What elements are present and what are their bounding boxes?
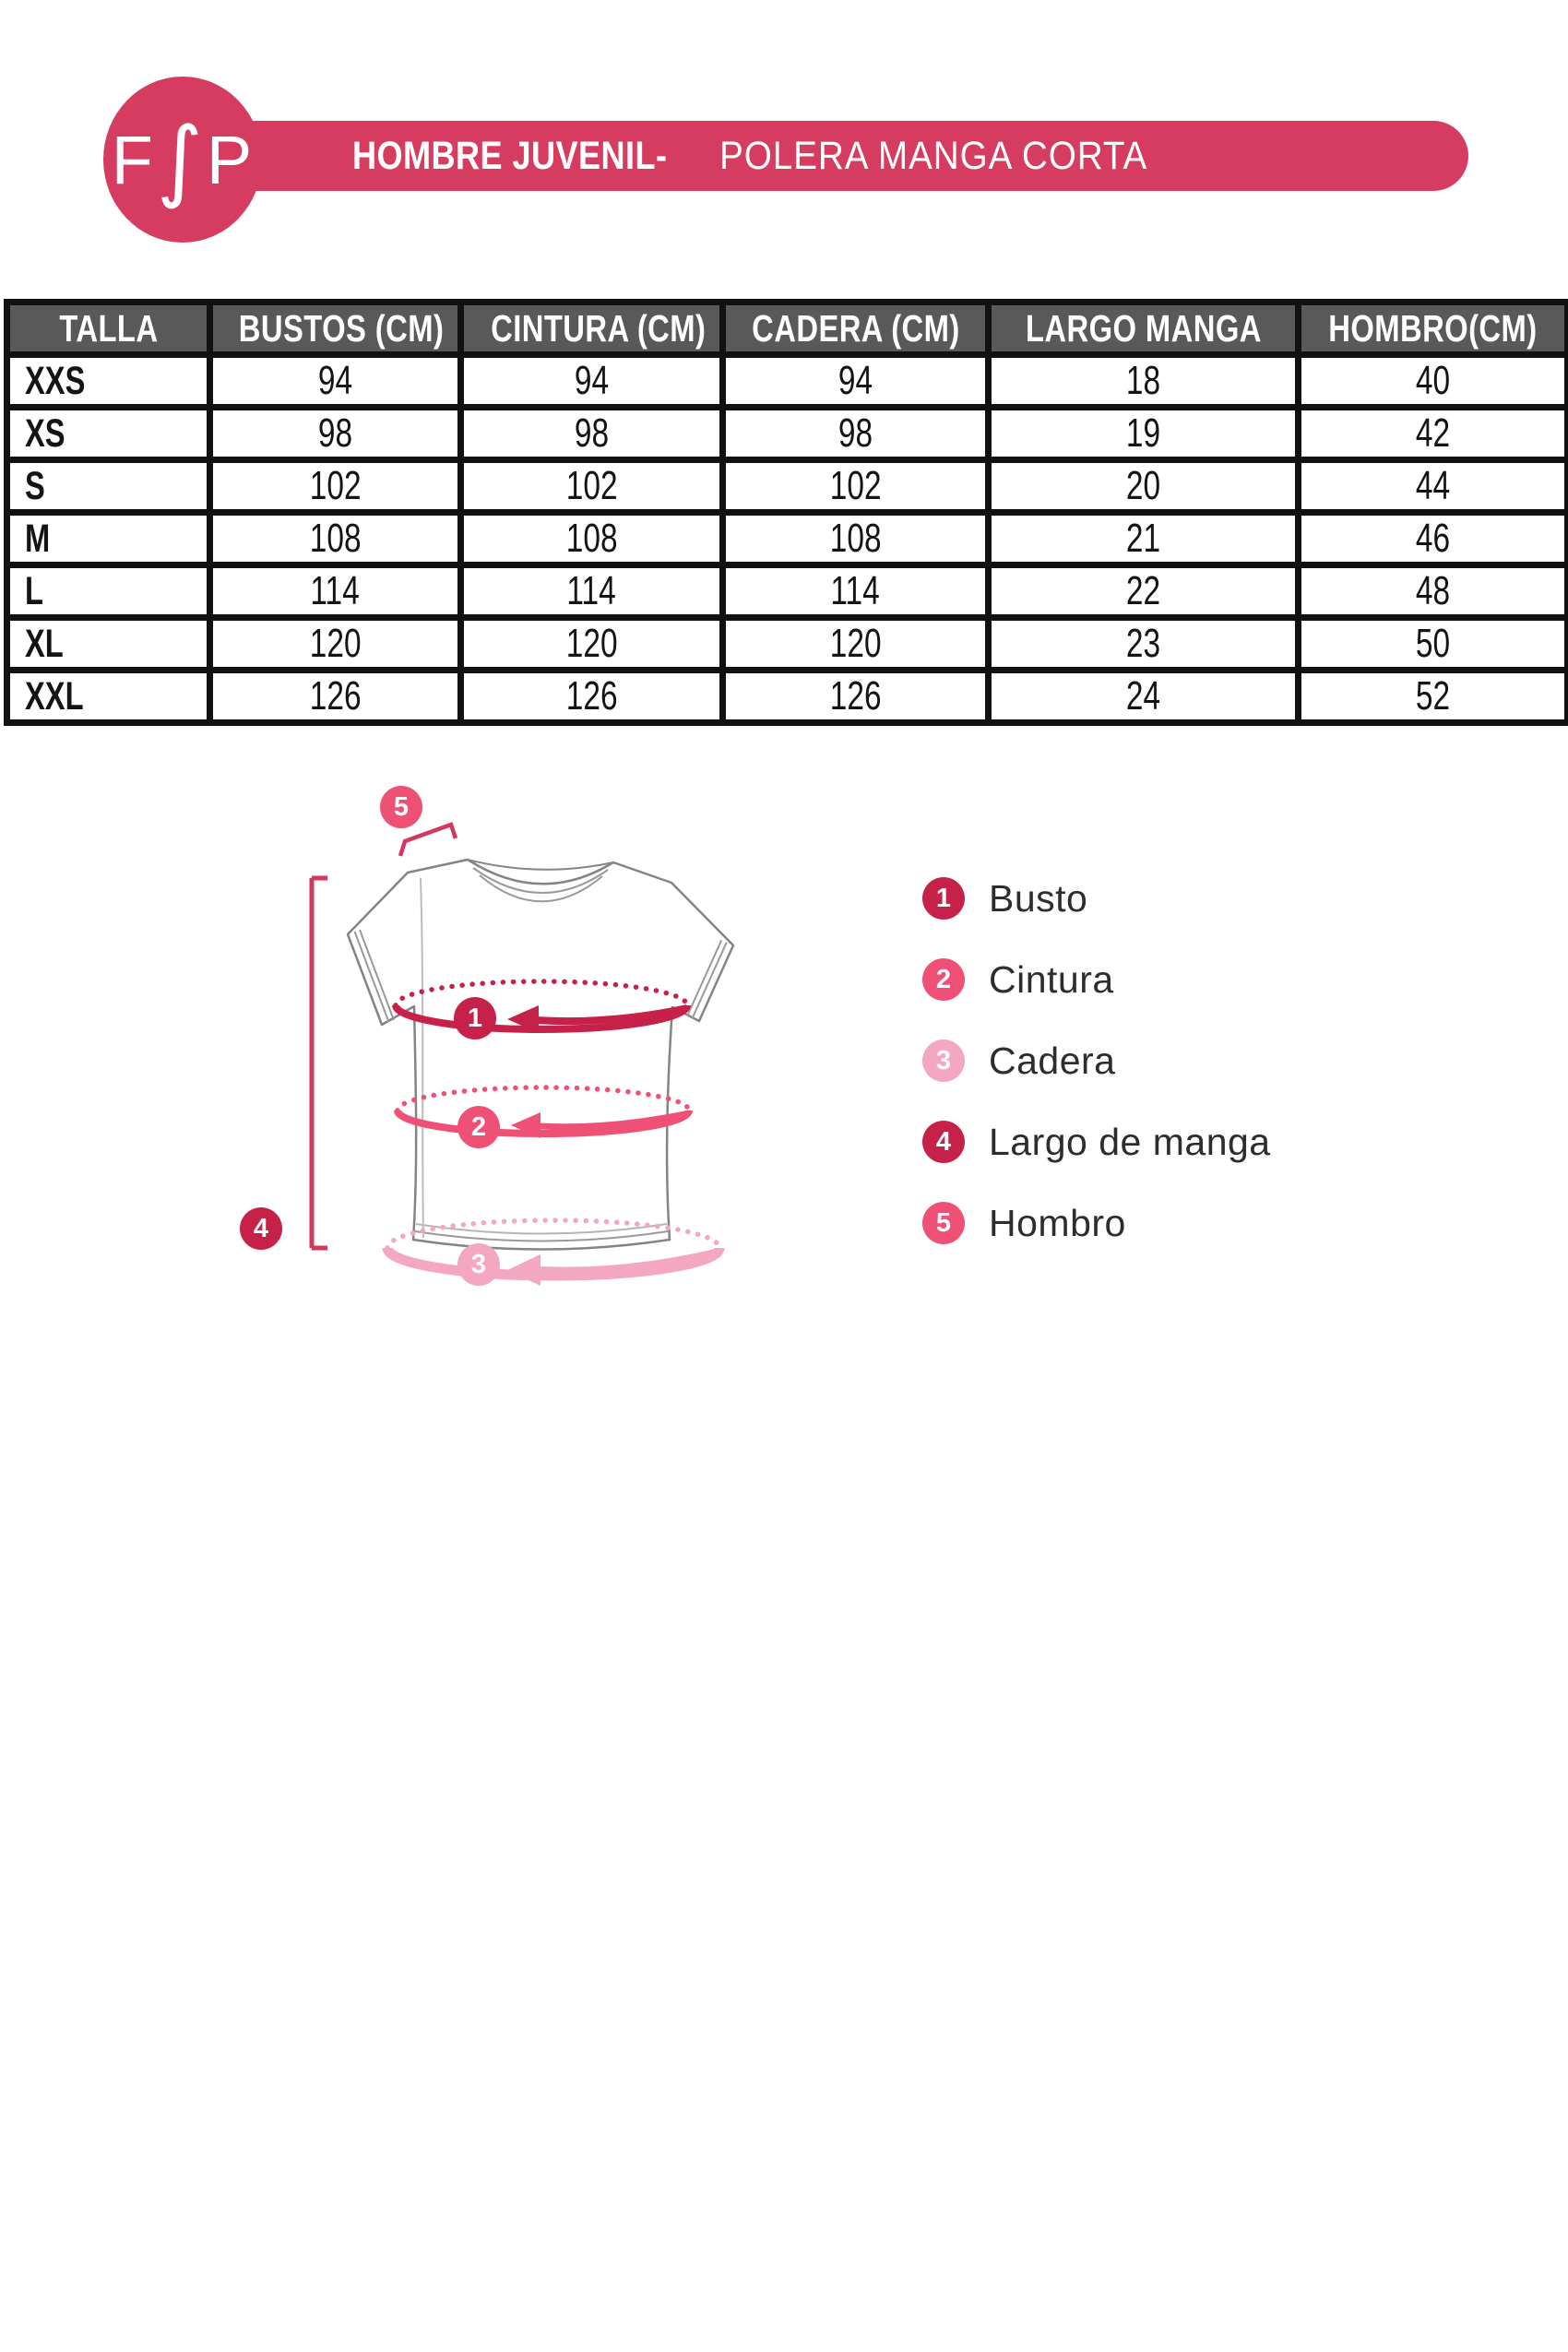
table-cell: 94 (719, 351, 992, 410)
table-cell: 94 (207, 351, 464, 410)
size-label-cell: S (4, 457, 213, 516)
column-header-largo-manga: LARGO MANGA (985, 299, 1301, 358)
table-cell: 24 (985, 667, 1301, 726)
table-cell: 98 (457, 404, 726, 463)
legend-item-busto: 1 Busto (922, 877, 1271, 920)
title-banner: HOMBRE JUVENIL- POLERA MANGA CORTA (184, 121, 1468, 191)
measurement-legend: 1 Busto 2 Cintura 3 Cadera 4 Largo de ma… (922, 877, 1271, 1244)
brand-logo: F ∫ P (103, 77, 262, 243)
table-cell: 114 (207, 562, 464, 621)
column-header-hombro: HOMBRO(CM) (1295, 299, 1568, 358)
tshirt-measurement-diagram: 1 2 3 4 5 (231, 738, 830, 1337)
table-row: S 102 102 102 20 44 (4, 457, 1568, 516)
table-cell: 23 (985, 614, 1301, 673)
table-cell: 114 (457, 562, 726, 621)
diagram-badge-shoulder: 5 (380, 786, 422, 828)
legend-label: Cadera (989, 1039, 1116, 1082)
table-cell: 40 (1295, 351, 1568, 410)
table-cell: 102 (207, 457, 464, 516)
table-row: XXL 126 126 126 24 52 (4, 667, 1568, 726)
table-cell: 108 (207, 509, 464, 568)
table-cell: 22 (985, 562, 1301, 621)
legend-label: Busto (989, 876, 1088, 920)
table-cell: 52 (1295, 667, 1568, 726)
table-header-row: TALLA BUSTOS (CM) CINTURA (CM) CADERA (C… (4, 299, 1568, 358)
legend-item-hombro: 5 Hombro (922, 1202, 1271, 1244)
waist-measure-ellipse (394, 1085, 693, 1138)
legend-label: Cintura (989, 957, 1114, 1001)
table-cell: 94 (457, 351, 726, 410)
diagram-badge-length: 4 (240, 1207, 282, 1250)
table-cell: 44 (1295, 457, 1568, 516)
table-row: XL 120 120 120 23 50 (4, 614, 1568, 673)
size-table: TALLA BUSTOS (CM) CINTURA (CM) CADERA (C… (4, 299, 1568, 726)
table-cell: 120 (719, 614, 992, 673)
page-title-category: HOMBRE JUVENIL- (352, 133, 668, 178)
hip-measure-ellipse (382, 1218, 725, 1286)
table-cell: 102 (457, 457, 726, 516)
size-label-cell: L (4, 562, 213, 621)
table-cell: 126 (207, 667, 464, 726)
table-cell: 48 (1295, 562, 1568, 621)
table-cell: 42 (1295, 404, 1568, 463)
legend-badge: 3 (922, 1039, 965, 1082)
legend-badge: 1 (922, 877, 965, 920)
legend-label: Hombro (989, 1201, 1126, 1244)
table-row: XXS 94 94 94 18 40 (4, 351, 1568, 410)
table-cell: 120 (457, 614, 726, 673)
bust-measure-ellipse (392, 979, 691, 1033)
table-cell: 120 (207, 614, 464, 673)
table-cell: 126 (457, 667, 726, 726)
table-cell: 108 (719, 509, 992, 568)
column-header-talla: TALLA (4, 299, 213, 358)
size-label-cell: XXL (4, 667, 213, 726)
legend-badge: 4 (922, 1121, 965, 1163)
legend-item-cintura: 2 Cintura (922, 958, 1271, 1001)
table-cell: 98 (719, 404, 992, 463)
legend-item-cadera: 3 Cadera (922, 1039, 1271, 1082)
table-cell: 20 (985, 457, 1301, 516)
column-header-cadera: CADERA (CM) (719, 299, 992, 358)
logo-integral-glyph: ∫ (156, 108, 205, 211)
brand-logo-text: F ∫ P (111, 108, 255, 211)
size-label-cell: XS (4, 404, 213, 463)
column-header-bustos: BUSTOS (CM) (207, 299, 464, 358)
tshirt-illustration (309, 822, 735, 1286)
table-row: L 114 114 114 22 48 (4, 562, 1568, 621)
shoulder-measure-bracket (398, 822, 458, 857)
diagram-badge-waist: 2 (457, 1106, 500, 1148)
table-cell: 21 (985, 509, 1301, 568)
table-cell: 46 (1295, 509, 1568, 568)
table-cell: 102 (719, 457, 992, 516)
table-cell: 50 (1295, 614, 1568, 673)
table-row: M 108 108 108 21 46 (4, 509, 1568, 568)
table-cell: 114 (719, 562, 992, 621)
table-row: XS 98 98 98 19 42 (4, 404, 1568, 463)
table-cell: 108 (457, 509, 726, 568)
size-label-cell: XXS (4, 351, 213, 410)
legend-item-largo-manga: 4 Largo de manga (922, 1121, 1271, 1163)
table-cell: 18 (985, 351, 1301, 410)
diagram-badge-hip: 3 (457, 1243, 500, 1286)
table-cell: 126 (719, 667, 992, 726)
legend-badge: 2 (922, 958, 965, 1001)
length-measure-line (309, 875, 327, 1251)
column-header-cintura: CINTURA (CM) (457, 299, 726, 358)
page-title-product: POLERA MANGA CORTA (719, 133, 1148, 178)
table-cell: 19 (985, 404, 1301, 463)
diagram-badge-bust: 1 (454, 997, 496, 1039)
legend-label: Largo de manga (989, 1120, 1271, 1163)
table-cell: 98 (207, 404, 464, 463)
legend-badge: 5 (922, 1202, 965, 1244)
size-label-cell: XL (4, 614, 213, 673)
size-label-cell: M (4, 509, 213, 568)
